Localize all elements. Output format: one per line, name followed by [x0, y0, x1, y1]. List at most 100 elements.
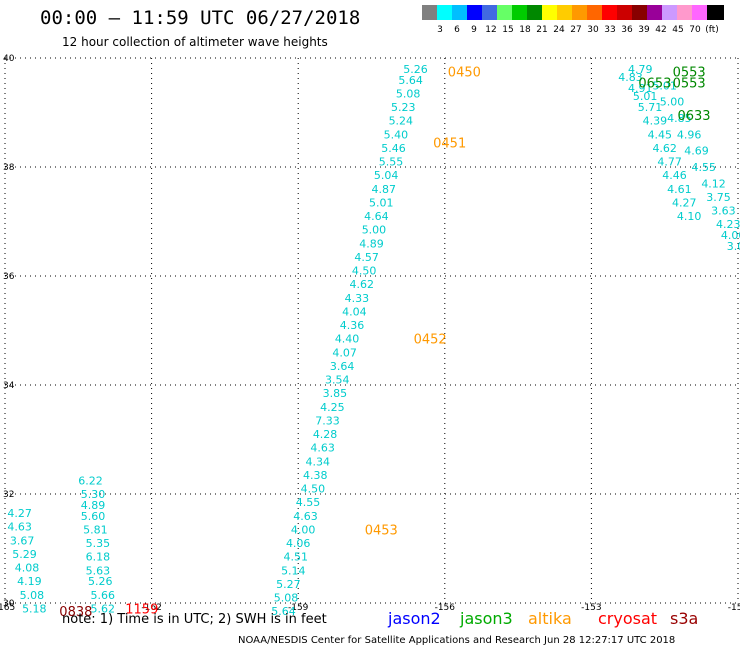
- scale-label: 9: [471, 25, 477, 35]
- pass-time-label: 1159: [125, 602, 158, 617]
- wave-height-value: 4.23: [716, 218, 740, 231]
- wave-height-value: 4.51: [284, 551, 309, 564]
- scale-swatch: [707, 5, 724, 20]
- wave-height-value: 5.29: [12, 548, 37, 561]
- pass-time-label: 0553: [673, 66, 706, 81]
- scale-swatch: [467, 5, 484, 20]
- scale-label: 21: [536, 25, 548, 35]
- axis-labels: 40 38 36 34 32 30-165 -162 -159 -156 -153 -150: [0, 54, 740, 613]
- scale-swatch: [617, 5, 634, 20]
- wave-height-value: 5.46: [381, 142, 406, 155]
- wave-height-value: 4.27: [672, 196, 697, 209]
- wave-height-value: 4.50: [301, 483, 326, 496]
- wave-height-value: 4.40: [335, 333, 360, 346]
- wave-height-value: 5.18: [22, 602, 47, 615]
- wave-height-value: 3.63: [711, 205, 736, 218]
- wave-height-value: 4.04: [342, 305, 367, 318]
- scale-label: 12: [485, 25, 497, 35]
- wave-height-value: 4.34: [305, 455, 330, 468]
- wave-height-value: 4.62: [652, 142, 677, 155]
- scale-swatch: [632, 5, 649, 20]
- wave-height-value: 4.89: [81, 499, 106, 512]
- scale-label: 3: [437, 25, 443, 35]
- wave-height-value: 5.08: [20, 589, 45, 602]
- scale-label: 18: [519, 25, 531, 35]
- pass-time-label: 0633: [677, 109, 710, 124]
- page-title: 00:00 – 11:59 UTC 06/27/2018: [40, 7, 361, 29]
- wave-height-value: 4.19: [17, 575, 42, 588]
- wave-height-value: 5.01: [369, 196, 394, 209]
- legend-note: note: 1) Time is in UTC; 2) SWH is in fe…: [62, 612, 327, 627]
- lat-tick-label: 38: [3, 163, 15, 173]
- wave-height-value: 5.60: [81, 510, 106, 523]
- wave-height-value: 4.91: [628, 82, 653, 95]
- wave-height-value: 4.39: [643, 115, 668, 128]
- wave-height-value: 4.62: [349, 278, 374, 291]
- wave-height-value: 4.27: [7, 507, 32, 520]
- wave-height-value: 4.08: [15, 562, 40, 575]
- wave-height-value: 5.00: [660, 96, 685, 109]
- lon-tick-label: -153: [581, 603, 601, 613]
- lat-tick-label: 34: [3, 381, 15, 391]
- wave-height-value: 5.66: [90, 589, 115, 602]
- lon-tick-label: -156: [435, 603, 456, 613]
- scale-swatch: [527, 5, 544, 20]
- wave-height-value: 4.87: [371, 183, 396, 196]
- scale-label: 70: [689, 25, 701, 35]
- wave-height-value: 5.23: [391, 101, 416, 114]
- wave-height-value: 4.50: [352, 265, 377, 278]
- wave-height-value: 4.89: [359, 237, 384, 250]
- wave-height-value: 7.33: [315, 414, 340, 427]
- lon-tick-label: -162: [141, 603, 161, 613]
- mission-cryosat: cryosat: [598, 609, 658, 628]
- wave-height-value: 4.96: [677, 128, 702, 141]
- scale-swatch: [647, 5, 664, 20]
- wave-height-value: 5.55: [379, 156, 404, 169]
- wave-height-value: 4.85: [667, 112, 692, 125]
- lon-tick-label: -165: [0, 603, 15, 613]
- pass-time-label: 0553: [673, 77, 706, 92]
- wave-height-value: 3.54: [325, 374, 350, 387]
- wave-height-value: 4.06: [286, 537, 311, 550]
- scale-label: 27: [570, 25, 582, 35]
- mission-altika: altika: [528, 609, 572, 628]
- pass-time-label: 0450: [448, 66, 481, 81]
- scale-swatch: [692, 5, 709, 20]
- wave-height-value: 4.28: [313, 428, 338, 441]
- wave-height-value: 3.75: [706, 191, 731, 204]
- wave-height-value: 5.01: [633, 90, 658, 103]
- wave-height-value: 4.55: [692, 161, 717, 174]
- wave-height-value: 5.40: [384, 128, 409, 141]
- wave-height-value: 4.45: [648, 128, 673, 141]
- scale-swatch: [662, 5, 679, 20]
- scale-label: 24: [553, 25, 565, 35]
- wave-height-value: 5.27: [276, 578, 301, 591]
- map-grid: [4, 57, 739, 604]
- scale-swatch: [557, 5, 574, 20]
- wave-height-value: 4.46: [662, 169, 687, 182]
- scale-swatch: [677, 5, 694, 20]
- page-subtitle: 12 hour collection of altimeter wave hei…: [62, 35, 328, 49]
- wave-height-value: 5.62: [90, 602, 115, 615]
- lon-tick-label: -150: [728, 603, 740, 613]
- wave-height-value: 3.64: [330, 360, 355, 373]
- wave-height-value: 6.22: [78, 474, 103, 487]
- wave-height-value: 5.26: [403, 63, 428, 76]
- wave-height-value: 5.08: [274, 592, 299, 605]
- wave-height-value: 4.83: [618, 71, 643, 84]
- scale-swatch: [422, 5, 439, 20]
- scale-label: 30: [587, 25, 599, 35]
- scale-label: 6: [454, 25, 460, 35]
- lon-tick-label: -159: [288, 603, 309, 613]
- mission-s3a: s3a: [670, 609, 699, 628]
- scale-swatch: [497, 5, 514, 20]
- scale-swatch: [602, 5, 619, 20]
- scale-label: 42: [655, 25, 667, 35]
- scale-label: 45: [672, 25, 684, 35]
- scale-label: 33: [604, 25, 616, 35]
- wave-height-value: 5.64: [271, 605, 296, 618]
- wave-height-value: 4.64: [364, 210, 389, 223]
- pass-time-label: 0452: [414, 333, 447, 348]
